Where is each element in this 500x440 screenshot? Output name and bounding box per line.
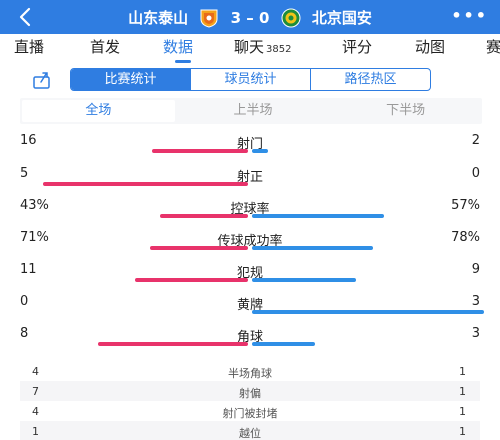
segment-heatmap[interactable]: 路径热区 (310, 69, 430, 90)
segment-player-stats[interactable]: 球员统计 (190, 69, 310, 90)
back-button[interactable] (14, 4, 38, 30)
home-team-name: 山东泰山 (128, 8, 189, 27)
stat-away-value: 1 (459, 405, 466, 418)
away-stat-bar (252, 342, 315, 346)
stat-home-value: 1 (32, 425, 39, 438)
secondary-stat-row: 1 越位 1 (20, 421, 480, 440)
period-full[interactable]: 全场 (22, 100, 175, 122)
stat-name: 射正 (236, 170, 264, 185)
home-stat-bar (160, 214, 248, 218)
stat-away-value: 9 (471, 262, 480, 277)
stat-home-value: 5 (20, 166, 29, 181)
chat-count: 3852 (266, 44, 292, 55)
tab-label: 评分 (342, 38, 373, 56)
stat-away-value: 57% (451, 198, 480, 213)
stat-away-value: 0 (471, 166, 480, 181)
stat-away-value: 3 (471, 326, 480, 341)
tab-data[interactable]: 数据 (163, 36, 193, 57)
tab-lineup[interactable]: 首发 (90, 36, 120, 57)
stat-away-value: 1 (459, 385, 466, 398)
away-stat-bar (252, 149, 268, 153)
stat-home-value: 4 (32, 405, 39, 418)
stat-home-value: 8 (20, 326, 29, 341)
secondary-stat-row: 4 半场角球 1 (20, 361, 480, 381)
chevron-left-icon (19, 7, 31, 27)
stat-name: 控球率 (230, 202, 270, 217)
home-stat-bar (98, 342, 248, 346)
home-team-crest-icon (200, 9, 218, 28)
tab-label: 直播 (14, 38, 45, 56)
tab-bar: 直播 首发 数据 聊天 3852 评分 动图 赛 (0, 34, 500, 62)
stat-name: 射门 (236, 137, 264, 152)
stat-name: 射门被封堵 (222, 407, 278, 420)
match-header: 山东泰山 3 – 0 北京国安 ••• (0, 0, 500, 34)
tab-label: 数据 (163, 38, 194, 56)
period-selector: 全场 上半场 下半场 (20, 98, 482, 124)
stat-name: 射偏 (239, 387, 261, 400)
stat-away-value: 1 (459, 425, 466, 438)
stat-home-value: 16 (20, 133, 37, 148)
match-title: 山东泰山 3 – 0 北京国安 (0, 7, 500, 28)
away-team-crest-icon (281, 8, 301, 27)
away-stat-bar (252, 214, 384, 218)
stat-name: 黄牌 (236, 298, 264, 313)
stat-home-value: 43% (20, 198, 49, 213)
secondary-stat-row: 4 射门被封堵 1 (20, 401, 480, 421)
tab-label: 聊天 (234, 38, 265, 56)
stat-away-value: 3 (471, 294, 480, 309)
away-team-name: 北京国安 (311, 8, 372, 27)
away-stat-bar (252, 310, 484, 314)
away-stat-bar (252, 246, 373, 250)
tab-label: 动图 (415, 38, 446, 56)
tab-rating[interactable]: 评分 (342, 36, 372, 57)
stat-name: 角球 (236, 330, 264, 345)
period-second-half[interactable]: 下半场 (386, 103, 426, 118)
home-stat-bar (150, 246, 248, 250)
stat-home-value: 7 (32, 385, 39, 398)
stat-away-value: 1 (459, 365, 466, 378)
tab-live[interactable]: 直播 (14, 36, 44, 57)
tab-label: 首发 (90, 38, 121, 56)
stat-home-value: 71% (20, 230, 49, 245)
tab-gif[interactable]: 动图 (415, 36, 445, 57)
stat-name: 犯规 (236, 266, 264, 281)
tab-chat[interactable]: 聊天 3852 (234, 36, 291, 57)
active-tab-indicator (175, 60, 191, 63)
stat-name: 半场角球 (228, 367, 272, 380)
home-stat-bar (135, 278, 248, 282)
away-stat-bar (252, 278, 356, 282)
stat-away-value: 78% (451, 230, 480, 245)
secondary-stat-row: 7 射偏 1 (20, 381, 480, 401)
home-stat-bar (43, 182, 248, 186)
period-first-half[interactable]: 上半场 (233, 103, 273, 118)
score: 3 – 0 (230, 8, 270, 27)
stat-name: 传球成功率 (217, 234, 283, 249)
more-menu-button[interactable]: ••• (451, 6, 488, 25)
stat-away-value: 2 (471, 133, 480, 148)
stat-home-value: 11 (20, 262, 37, 277)
tab-label: 赛 (486, 38, 500, 56)
share-icon[interactable] (32, 70, 54, 90)
stats-type-selector: 比赛统计 球员统计 路径热区 (70, 68, 431, 91)
stat-home-value: 0 (20, 294, 29, 309)
home-stat-bar (152, 149, 248, 153)
stat-home-value: 4 (32, 365, 39, 378)
segment-match-stats[interactable]: 比赛统计 (71, 69, 190, 90)
tab-more[interactable]: 赛 (486, 36, 500, 57)
stat-name: 越位 (239, 427, 261, 440)
